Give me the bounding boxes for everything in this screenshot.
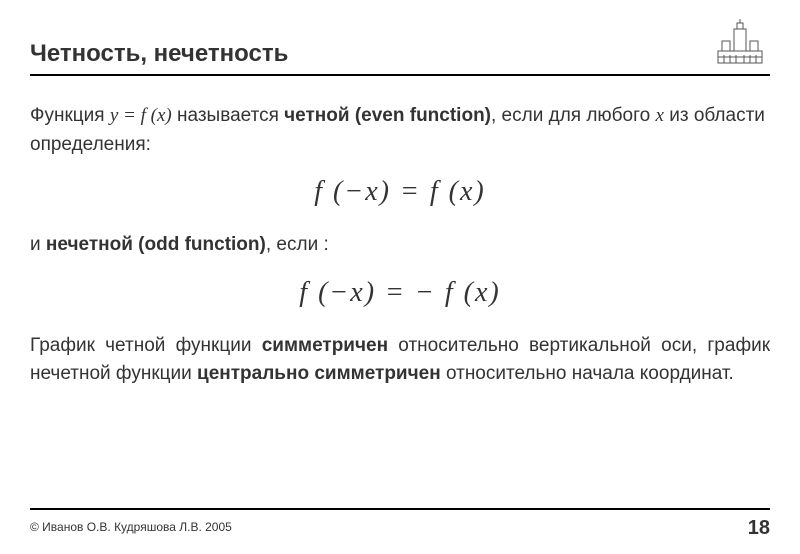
paragraph-even-definition: Функция y = f (x) называется четной (eve… bbox=[30, 102, 770, 159]
slide-header: Четность, нечетность bbox=[0, 0, 800, 74]
bold-term: центрально симметричен bbox=[197, 363, 441, 384]
footer-rule bbox=[30, 508, 770, 510]
slide-title: Четность, нечетность bbox=[30, 40, 288, 68]
text: и bbox=[30, 234, 46, 255]
text: , если для любого bbox=[491, 105, 656, 126]
text: называется bbox=[172, 105, 284, 126]
text: График четной функции bbox=[30, 335, 262, 356]
bold-term: четной (even function) bbox=[284, 105, 491, 126]
text: относительно начала координат. bbox=[441, 363, 734, 384]
copyright-text: © Иванов О.В. Кудряшова Л.В. 2005 bbox=[30, 520, 232, 534]
slide-content: Функция y = f (x) называется четной (eve… bbox=[0, 76, 800, 405]
text: , если : bbox=[266, 234, 329, 255]
math-inline: y = f (x) bbox=[110, 105, 172, 126]
math-inline: x bbox=[656, 105, 664, 126]
page-number: 18 bbox=[748, 517, 770, 540]
paragraph-odd-definition: и нечетной (odd function), если : bbox=[30, 231, 770, 260]
bold-term: симметричен bbox=[262, 335, 388, 356]
university-logo-icon bbox=[710, 18, 770, 68]
paragraph-symmetry: График четной функции симметричен относи… bbox=[30, 332, 770, 389]
text: Функция bbox=[30, 105, 110, 126]
formula-odd: f (−x) = − f (x) bbox=[30, 272, 770, 314]
bold-term: нечетной (odd function) bbox=[46, 234, 266, 255]
formula-even: f (−x) = f (x) bbox=[30, 171, 770, 213]
